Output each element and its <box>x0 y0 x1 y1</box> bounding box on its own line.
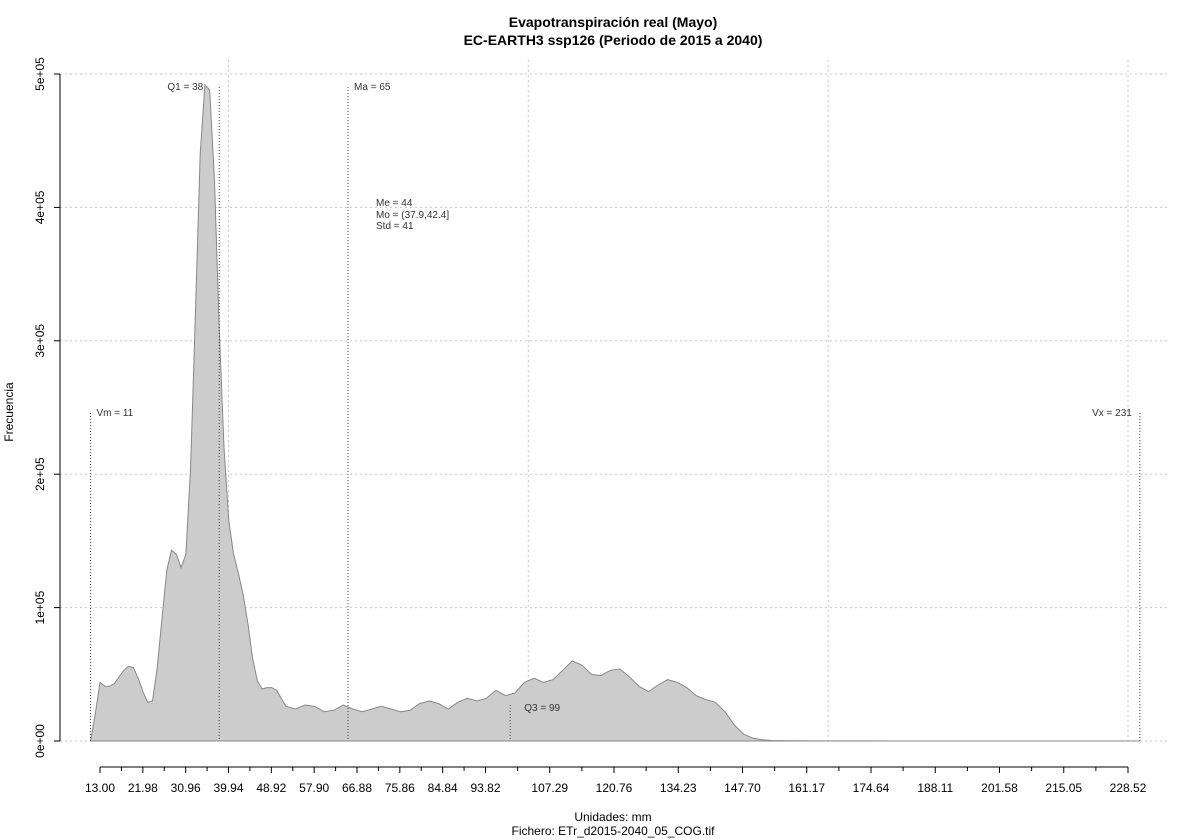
x-tick-label-9: 93.82 <box>470 781 500 795</box>
chart-subtitle: EC-EARTH3 ssp126 (Periodo de 2015 a 2040… <box>464 32 763 48</box>
y-axis-label: Frecuencia <box>2 382 16 442</box>
y-tick-label-4: 4e+05 <box>33 190 47 224</box>
x-tick-label-5: 57.90 <box>299 781 329 795</box>
x-axis-ticks: 13.00 21.98 30.96 39.94 48.92 57.90 66.88 75.86… <box>85 767 1147 795</box>
marker-label-ma: Ma = 65 <box>354 82 391 93</box>
x-tick-label-11: 120.76 <box>596 781 633 795</box>
density-area <box>89 83 1140 742</box>
x-tick-label-4: 48.92 <box>256 781 286 795</box>
marker-label-q3: Q3 = 99 <box>524 703 560 714</box>
x-tick-label-16: 188.11 <box>917 781 953 795</box>
x-tick-label-8: 84.84 <box>428 781 458 795</box>
x-axis-label: Unidades: mm <box>574 810 651 824</box>
y-tick-label-1: 1e+05 <box>33 590 47 624</box>
y-tick-label-2: 2e+05 <box>33 457 47 491</box>
x-tick-label-0: 13.00 <box>85 781 115 795</box>
file-caption: Fichero: ETr_d2015-2040_05_COG.tif <box>512 824 716 838</box>
x-tick-label-1: 21.98 <box>128 781 158 795</box>
y-tick-label-3: 3e+05 <box>33 324 47 358</box>
x-tick-label-17: 201.58 <box>981 781 1018 795</box>
x-tick-label-7: 75.86 <box>385 781 415 795</box>
y-tick-label-0: 0e+00 <box>33 724 47 758</box>
y-tick-label-5: 5e+05 <box>33 57 47 91</box>
marker-lines: Vm = 11 Q1 = 38 Ma = 65 Q3 = 99 Vx = 231 <box>89 82 1141 741</box>
stat-std: Std = 41 <box>376 221 414 232</box>
y-axis-ticks: 0e+00 1e+05 2e+05 3e+05 4e+05 5e+05 <box>33 57 60 758</box>
stats-box: Me = 44 Mo = (37.9,42.4] Std = 41 <box>376 198 449 232</box>
x-tick-label-13: 147.70 <box>724 781 761 795</box>
x-tick-label-19: 228.52 <box>1110 781 1147 795</box>
chart-title: Evapotranspiración real (Mayo) <box>509 14 718 30</box>
marker-label-q1: Q1 = 38 <box>167 82 203 93</box>
x-tick-label-10: 107.29 <box>531 781 568 795</box>
stat-mean: Me = 44 <box>376 198 413 209</box>
x-tick-label-15: 174.64 <box>853 781 890 795</box>
x-tick-label-18: 215.05 <box>1045 781 1082 795</box>
x-tick-label-6: 66.88 <box>342 781 372 795</box>
stat-mode: Mo = (37.9,42.4] <box>376 210 449 221</box>
x-tick-label-12: 134.23 <box>660 781 697 795</box>
x-tick-label-14: 161.17 <box>788 781 825 795</box>
marker-label-vm: Vm = 11 <box>96 408 133 419</box>
x-tick-label-3: 39.94 <box>213 781 243 795</box>
marker-label-vx: Vx = 231 <box>1092 408 1132 419</box>
x-tick-label-2: 30.96 <box>171 781 201 795</box>
